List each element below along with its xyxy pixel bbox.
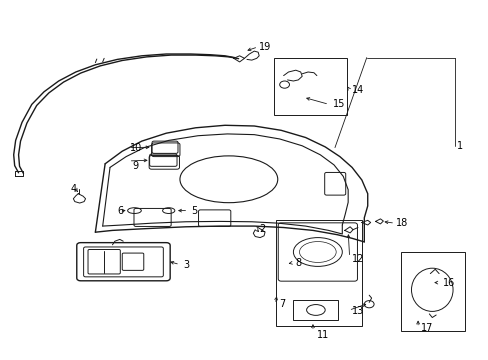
Text: 9: 9 bbox=[132, 161, 138, 171]
Text: 7: 7 bbox=[278, 299, 285, 309]
Text: 2: 2 bbox=[259, 224, 265, 234]
Text: 16: 16 bbox=[442, 278, 454, 288]
Text: 19: 19 bbox=[259, 42, 271, 52]
Text: 3: 3 bbox=[183, 260, 189, 270]
Text: 5: 5 bbox=[190, 206, 197, 216]
Text: 4: 4 bbox=[71, 184, 77, 194]
Text: 6: 6 bbox=[117, 206, 123, 216]
Text: 13: 13 bbox=[351, 306, 364, 316]
Text: 8: 8 bbox=[295, 258, 302, 268]
Text: 18: 18 bbox=[395, 218, 407, 228]
Text: 14: 14 bbox=[351, 85, 364, 95]
Text: 1: 1 bbox=[456, 141, 463, 151]
Text: 11: 11 bbox=[316, 330, 328, 340]
Text: 12: 12 bbox=[351, 254, 364, 264]
Text: 15: 15 bbox=[332, 99, 344, 109]
Text: 17: 17 bbox=[420, 323, 432, 333]
Text: 10: 10 bbox=[129, 143, 142, 153]
